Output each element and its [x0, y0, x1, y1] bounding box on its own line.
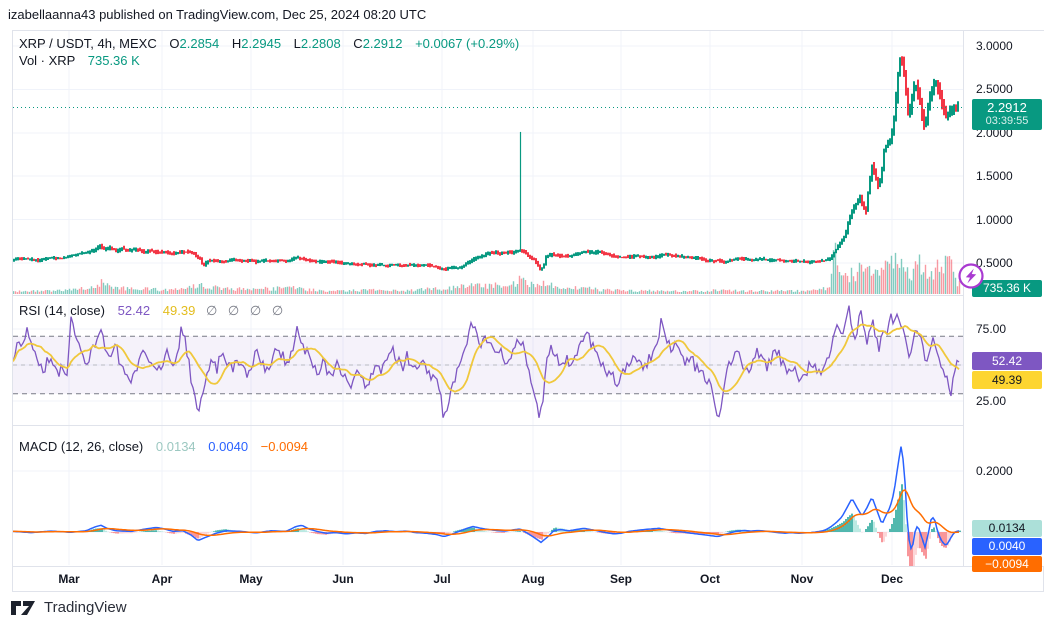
- lightning-boost-icon[interactable]: [957, 262, 985, 290]
- open-label: O: [169, 36, 180, 51]
- rsi-ma-badge: 49.39: [972, 371, 1042, 389]
- macd-line-badge: 0.0040: [972, 538, 1042, 555]
- price-legend: XRP / USDT, 4h, MEXC O2.2854 H2.2945 L2.…: [19, 36, 519, 51]
- macd-signal-line: [13, 488, 960, 537]
- rsi-empty-value: ∅: [227, 303, 240, 318]
- macd-histogram-pos-light: [53, 500, 937, 532]
- time-axis-label-dec: Dec: [880, 572, 904, 586]
- rsi-ma-value: 49.39: [162, 303, 196, 318]
- high-label: H: [231, 36, 242, 51]
- open-value: 2.2854: [179, 36, 220, 51]
- time-axis-label-nov: Nov: [790, 572, 814, 586]
- symbol-title[interactable]: XRP / USDT, 4h, MEXC: [19, 36, 157, 51]
- time-axis-label-mar: Mar: [58, 572, 80, 586]
- attribution-text: izabellaanna43 published on TradingView.…: [8, 7, 427, 22]
- rsi-empty-value: ∅: [205, 303, 218, 318]
- countdown-timer: 03:39:55: [985, 115, 1029, 127]
- footer: TradingView: [10, 599, 127, 616]
- time-axis-label-oct: Oct: [699, 572, 721, 586]
- close-value: 2.2912: [362, 36, 403, 51]
- last-price-value: 2.2912: [987, 100, 1027, 115]
- volume-label: Vol · XRP: [19, 53, 76, 68]
- axis-price-label: 0.2000: [976, 464, 1013, 478]
- macd-hist-value: 0.0134: [155, 439, 196, 454]
- rsi-empty-value: ∅: [271, 303, 284, 318]
- volume-bars-down: [14, 256, 961, 294]
- tradingview-wordmark[interactable]: TradingView: [44, 599, 127, 616]
- rsi-legend: RSI (14, close) 52.42 49.39 ∅ ∅ ∅ ∅: [19, 303, 283, 318]
- time-axis-label-jun: Jun: [332, 572, 354, 586]
- pane-separator[interactable]: [13, 295, 1043, 296]
- rsi-pane-canvas[interactable]: [13, 296, 963, 426]
- tradingview-logo-icon[interactable]: [10, 600, 36, 616]
- last-price-badge: 2.2912 03:39:55: [972, 99, 1042, 130]
- time-axis-separator: [13, 566, 1043, 567]
- price-pane-canvas[interactable]: [13, 31, 963, 296]
- macd-histogram-pos: [41, 484, 961, 532]
- axis-price-label: 1.5000: [976, 169, 1013, 184]
- macd-legend: MACD (12, 26, close) 0.0134 0.0040 −0.00…: [19, 439, 308, 454]
- candles-up: [13, 57, 959, 271]
- axis-price-label: 25.00: [976, 394, 1007, 408]
- time-axis-label-may: May: [239, 572, 263, 586]
- macd-signal-value: −0.0094: [260, 439, 309, 454]
- macd-histogram-neg-light: [33, 532, 955, 566]
- axis-price-label: 2.5000: [976, 82, 1013, 97]
- close-label: C: [353, 36, 363, 51]
- pane-separator[interactable]: [13, 425, 1043, 426]
- lightning-bolt: [965, 268, 977, 284]
- volume-legend: Vol · XRP 735.36 K: [19, 53, 140, 68]
- time-axis-label-sep: Sep: [609, 572, 633, 586]
- volume-value: 735.36 K: [87, 53, 140, 68]
- volume-badge: 735.36 K: [972, 280, 1042, 297]
- axis-price-label: 1.0000: [976, 212, 1013, 227]
- axis-price-label: 75.00: [976, 322, 1007, 336]
- macd-pane-canvas[interactable]: [13, 426, 963, 566]
- low-value: 2.2808: [300, 36, 341, 51]
- candles-down: [19, 56, 957, 271]
- macd-histogram-neg: [15, 532, 947, 566]
- macd-signal-badge: −0.0094: [972, 556, 1042, 572]
- rsi-empty-value: ∅: [249, 303, 262, 318]
- macd-hist-badge: 0.0134: [972, 520, 1042, 537]
- price-scale[interactable]: 2.2912 03:39:55 735.36 K 52.42 49.39 0.0…: [963, 31, 1044, 572]
- axis-price-label: 3.0000: [976, 39, 1013, 53]
- macd-line-value: 0.0040: [208, 439, 249, 454]
- chart-frame: XRP / USDT, 4h, MEXC O2.2854 H2.2945 L2.…: [12, 30, 1044, 592]
- rsi-ma-line: [13, 323, 960, 393]
- high-value: 2.2945: [241, 36, 282, 51]
- time-scale[interactable]: Mar Apr May Jun Jul Aug Sep Oct Nov Dec: [13, 566, 1043, 592]
- rsi-badge: 52.42: [972, 352, 1042, 370]
- time-axis-label-jul: Jul: [433, 572, 451, 586]
- time-axis-label-aug: Aug: [521, 572, 545, 586]
- change-value: +0.0067 (+0.29%): [415, 36, 520, 51]
- rsi-value: 52.42: [117, 303, 151, 318]
- axis-price-label: 0.5000: [976, 256, 1013, 270]
- low-label: L: [293, 36, 301, 51]
- rsi-title[interactable]: RSI (14, close): [19, 303, 105, 318]
- time-axis-label-apr: Apr: [151, 572, 173, 586]
- volume-bars-up: [13, 242, 957, 294]
- macd-title[interactable]: MACD (12, 26, close): [19, 439, 144, 454]
